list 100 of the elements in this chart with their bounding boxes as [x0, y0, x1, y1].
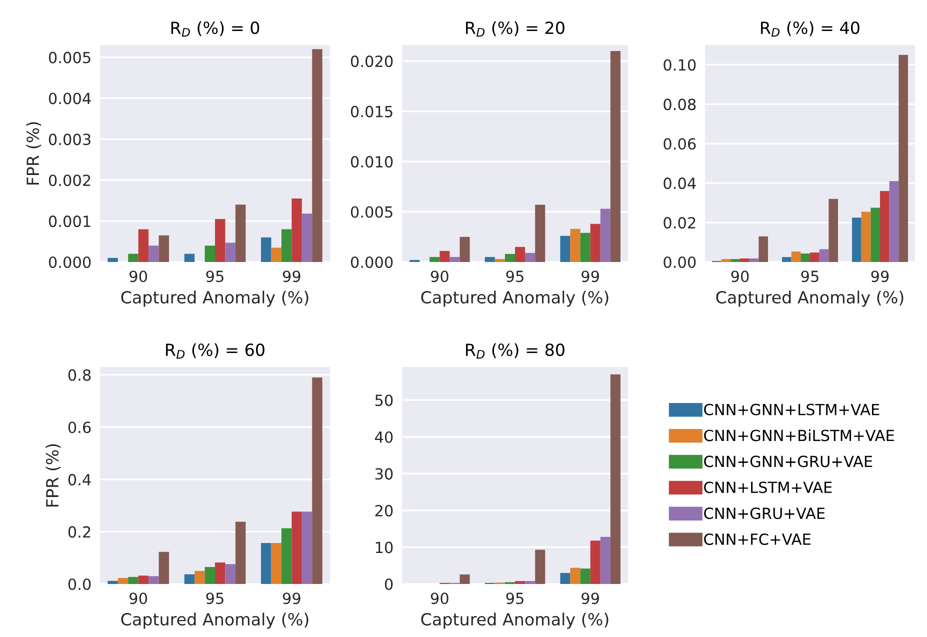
- x-tick-label: 90: [130, 592, 148, 604]
- bar: [302, 214, 312, 262]
- bar: [898, 54, 908, 262]
- bar: [570, 228, 580, 262]
- x-tick-label: 90: [430, 270, 448, 282]
- bar: [525, 581, 536, 584]
- bar: [460, 574, 470, 584]
- x-tick-label: 99: [582, 592, 599, 604]
- y-tick-label: 0.6: [68, 422, 91, 434]
- chart-title: R$_{D}$ (%) = 60: [166, 343, 264, 359]
- bar: [749, 258, 759, 262]
- bar: [204, 567, 215, 584]
- bar: [560, 236, 570, 262]
- x-tick-label: 90: [430, 592, 448, 604]
- x-tick-label: 99: [282, 270, 300, 282]
- bar: [515, 581, 526, 584]
- bar: [261, 542, 272, 584]
- x-axis-title: Captured Anomaly (%): [716, 290, 904, 307]
- bar: [128, 576, 138, 584]
- y-axis-title: FPR (%): [46, 444, 61, 507]
- bar: [730, 259, 740, 262]
- y-tick-label: 0.000: [48, 256, 91, 268]
- bar: [292, 198, 302, 262]
- bar: [570, 568, 580, 584]
- y-tick-label: 0.010: [350, 156, 393, 168]
- bar: [460, 236, 470, 262]
- y-tick-label: 0.005: [350, 206, 392, 218]
- bar: [271, 542, 282, 584]
- y-tick-label: 0.005: [48, 52, 90, 64]
- bar: [494, 258, 505, 262]
- bar: [515, 246, 526, 262]
- y-axis-title: FPR (%): [26, 122, 42, 185]
- bar: [828, 198, 838, 262]
- bar: [148, 576, 159, 584]
- bar: [880, 190, 890, 262]
- y-tick-label: 10: [376, 542, 393, 554]
- bar: [235, 204, 246, 262]
- y-tick-label: 0.2: [68, 526, 90, 538]
- bar: [138, 229, 149, 262]
- y-tick-label: 0.04: [664, 178, 696, 190]
- y-tick-label: 0.8: [68, 369, 91, 381]
- y-tick-label: 0.0: [68, 578, 91, 590]
- bar: [158, 552, 169, 584]
- bar: [610, 374, 620, 584]
- bar: [819, 249, 829, 262]
- y-tick-label: 0.002: [48, 174, 90, 186]
- bar: [484, 256, 495, 262]
- bar: [261, 237, 272, 262]
- x-tick-label: 95: [506, 270, 524, 282]
- y-tick-label: 20: [375, 504, 393, 516]
- bar: [525, 252, 536, 262]
- legend-label: CNN+LSTM+VAE: [704, 482, 832, 494]
- bar: [740, 258, 750, 262]
- bar: [118, 578, 128, 584]
- x-axis-title: Captured Anomaly (%): [421, 290, 608, 307]
- bar: [148, 246, 159, 262]
- bar: [225, 564, 236, 584]
- y-tick-label: 0: [384, 578, 393, 590]
- legend-label: CNN+GNN+LSTM+VAE: [704, 404, 880, 416]
- bar: [108, 580, 118, 584]
- y-tick-label: 0.00: [664, 256, 696, 268]
- x-tick-label: 90: [130, 270, 148, 282]
- bar: [281, 528, 292, 584]
- y-tick-label: 0.000: [350, 256, 393, 268]
- bar: [108, 258, 118, 262]
- y-tick-label: 0.10: [664, 59, 696, 71]
- bar: [158, 235, 169, 262]
- bar: [852, 218, 862, 262]
- y-tick-label: 0.001: [48, 216, 90, 228]
- bar: [204, 246, 215, 262]
- bar: [281, 229, 292, 262]
- y-tick-label: 0.4: [68, 474, 91, 486]
- bar: [782, 257, 792, 262]
- x-axis-title: Captured Anomaly (%): [421, 612, 608, 629]
- bar: [580, 232, 590, 262]
- chart-title: R$_{D}$ (%) = 0: [171, 21, 260, 37]
- bar: [791, 252, 801, 262]
- y-tick-label: 30: [375, 468, 393, 480]
- bar: [580, 568, 590, 584]
- y-tick-label: 0.02: [664, 217, 696, 229]
- bar: [271, 248, 282, 262]
- y-tick-label: 0.003: [48, 134, 90, 146]
- bar: [430, 256, 440, 262]
- bar: [312, 377, 322, 584]
- chart-title: R$_{D}$ (%) = 80: [466, 343, 564, 359]
- y-tick-label: 0.020: [350, 56, 393, 68]
- bar: [138, 576, 149, 584]
- bar: [215, 562, 226, 584]
- bar: [225, 242, 236, 262]
- y-tick-label: 0.004: [48, 92, 91, 104]
- bar: [889, 181, 899, 262]
- bar: [721, 259, 731, 262]
- x-axis-title: Captured Anomaly (%): [121, 612, 308, 629]
- bar: [600, 536, 610, 584]
- bar: [312, 49, 322, 262]
- chart-title: R$_{D}$ (%) = 20: [466, 21, 564, 37]
- bar: [590, 540, 600, 584]
- bar: [861, 212, 871, 262]
- legend-label: CNN+GRU+VAE: [704, 508, 825, 520]
- legend-label: CNN+GNN+BiLSTM+VAE: [704, 429, 894, 442]
